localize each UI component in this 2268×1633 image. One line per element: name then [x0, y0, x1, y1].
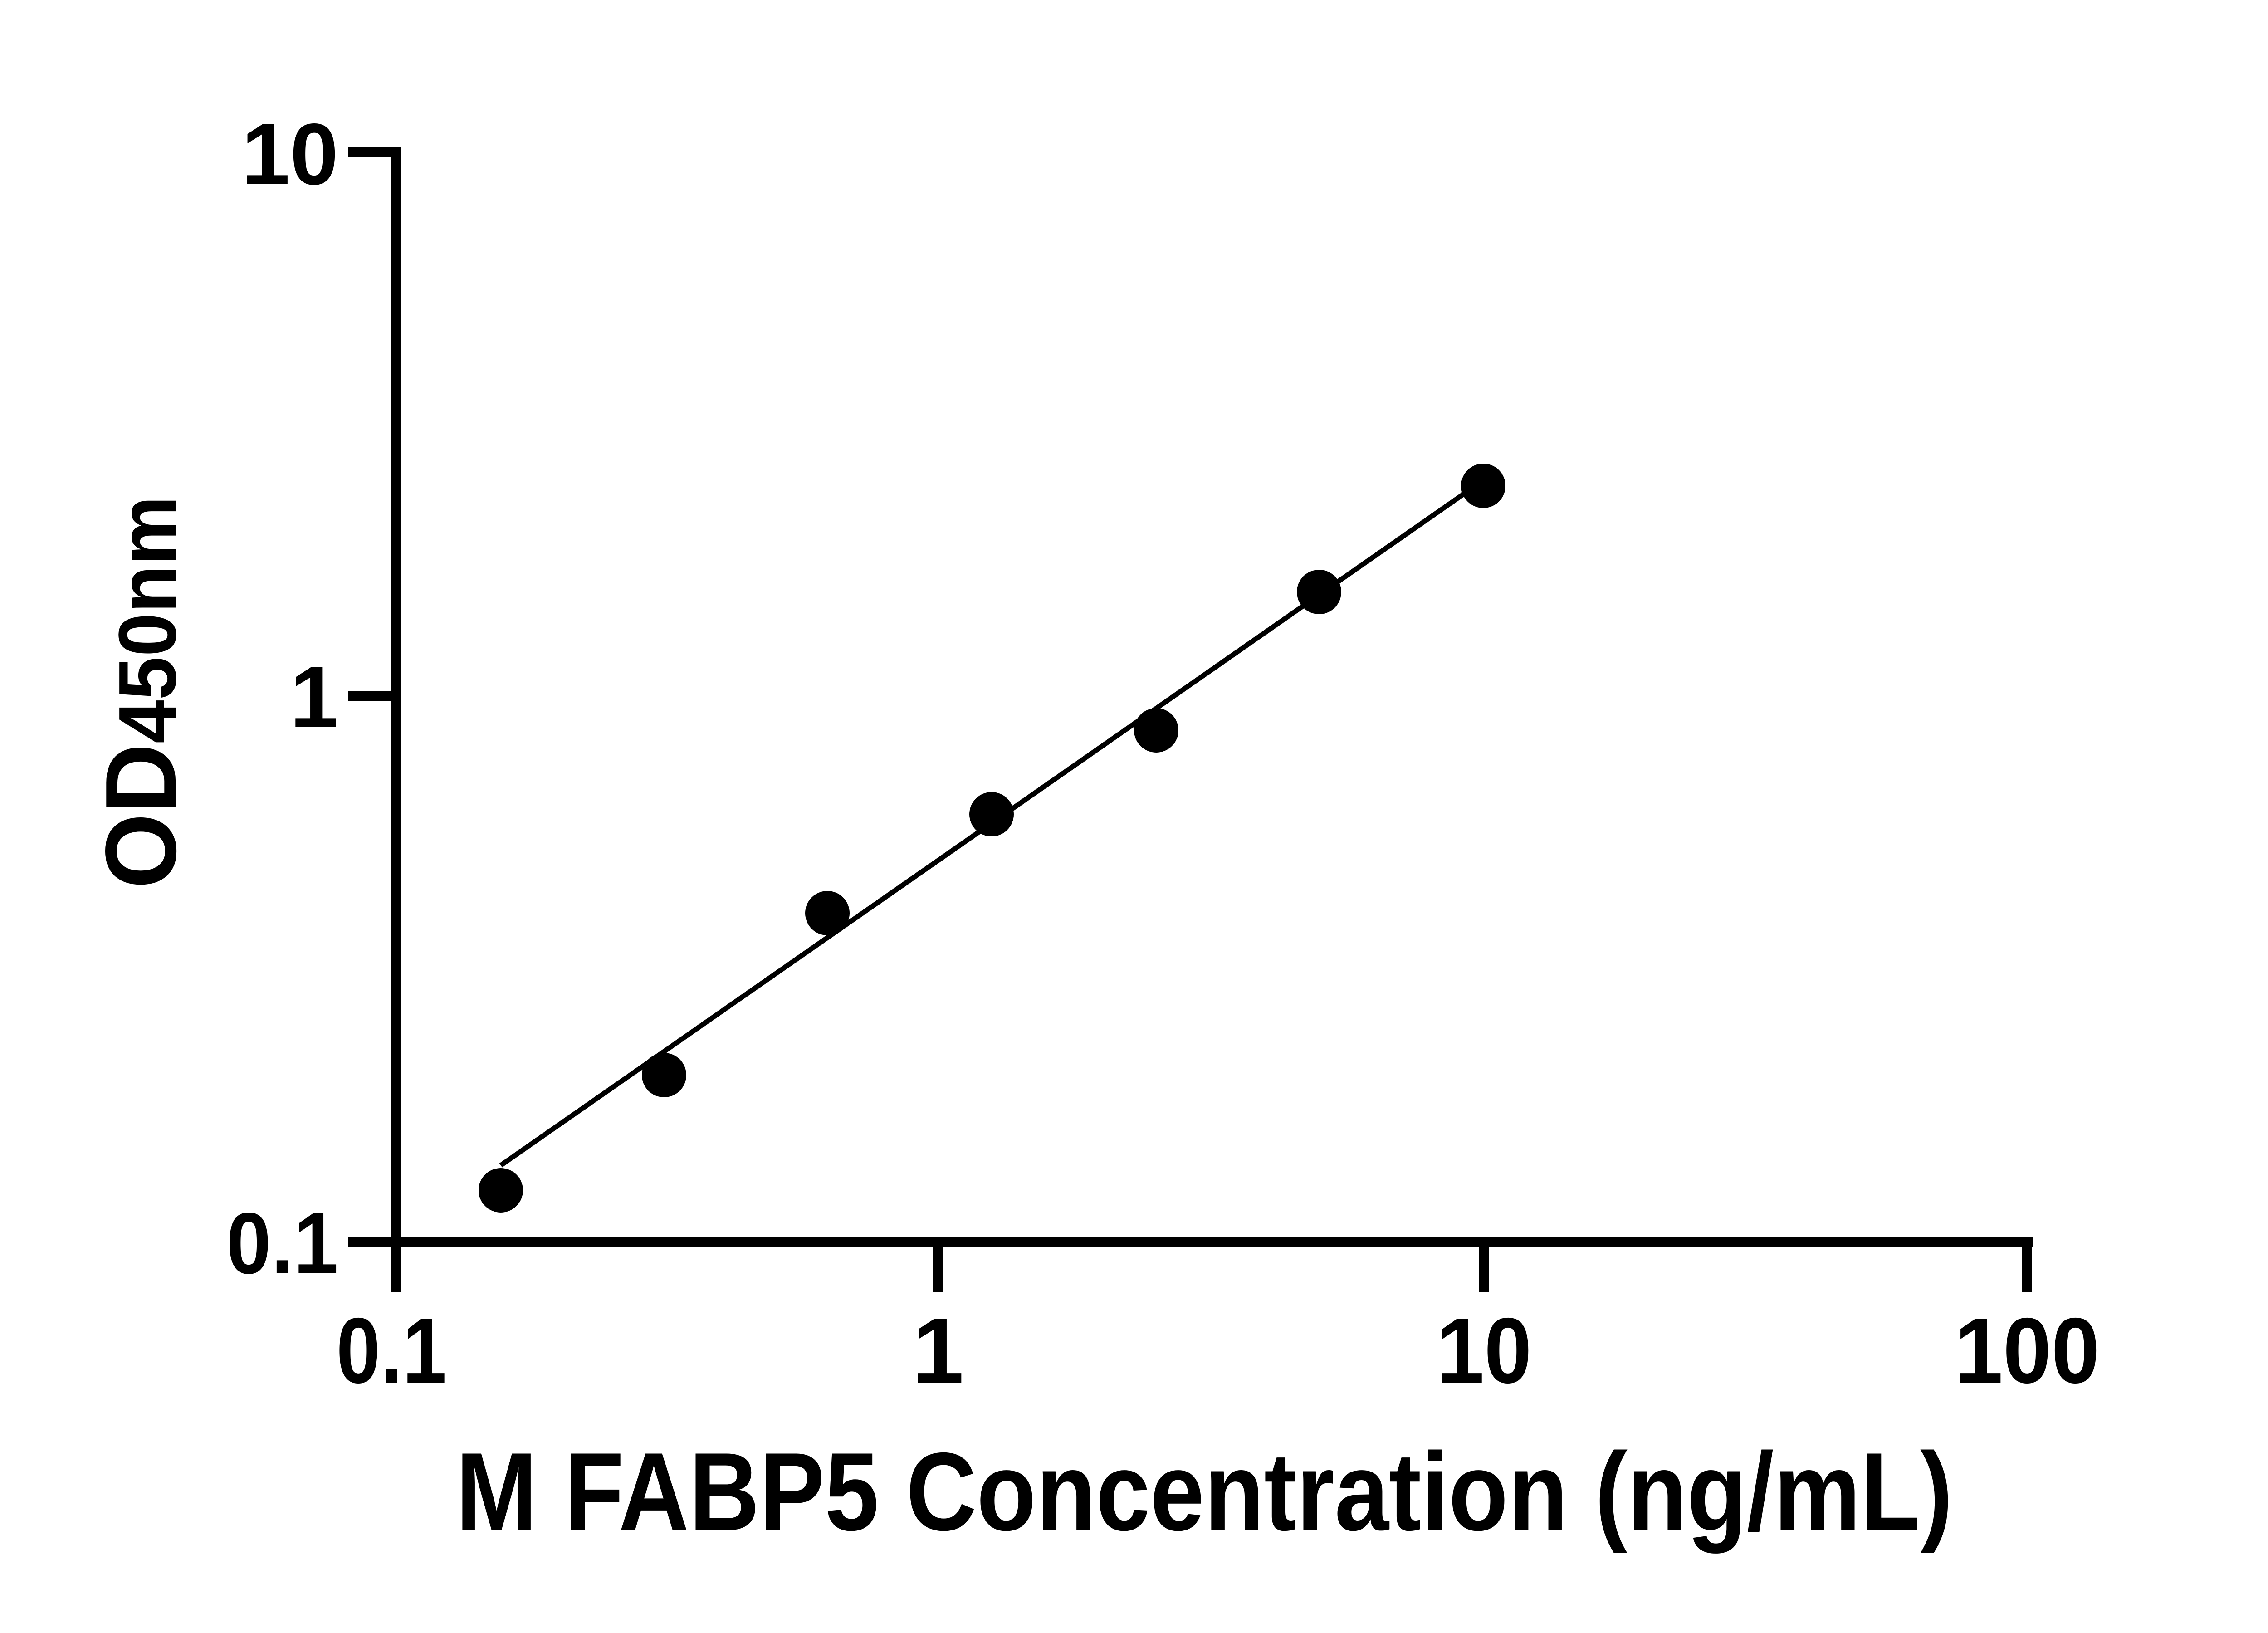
svg-text:10: 10 — [1437, 1299, 1532, 1403]
svg-text:1: 1 — [912, 1299, 964, 1403]
svg-text:OD: OD — [85, 743, 197, 889]
svg-text:0.1: 0.1 — [226, 1194, 338, 1292]
svg-text:450nm: 450nm — [102, 496, 193, 743]
svg-text:0.1: 0.1 — [337, 1299, 447, 1403]
svg-text:1: 1 — [290, 648, 338, 746]
svg-text:M FABP5 Concentration (ng/mL): M FABP5 Concentration (ng/mL) — [456, 1429, 1953, 1554]
svg-text:10: 10 — [241, 105, 338, 203]
svg-text:100: 100 — [1955, 1299, 2100, 1403]
